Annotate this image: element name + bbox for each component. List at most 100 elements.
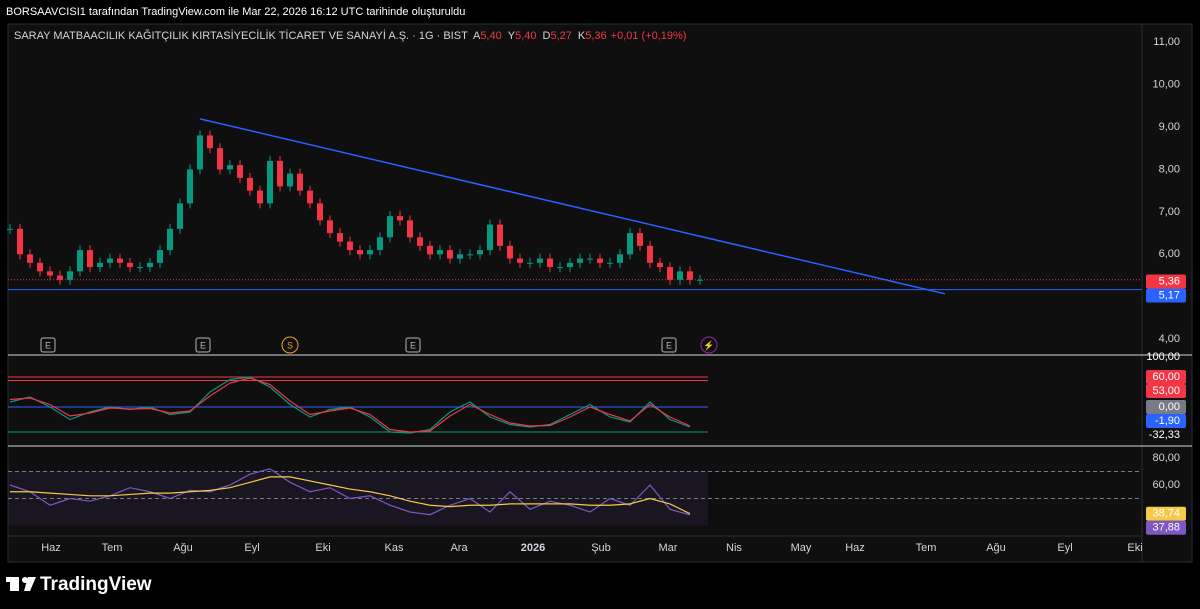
candle-body [7,228,13,230]
candle-body [547,258,553,268]
x-tick-label: Tem [916,542,937,554]
event-marker [661,337,677,353]
x-tick-label: Nis [726,542,742,554]
candle-body [17,228,23,255]
event-marker [281,336,299,354]
event-marker [40,337,56,353]
candle-body [557,267,563,269]
candle-body [217,148,223,170]
event-label: E [45,340,51,350]
candle-body [437,250,443,255]
candle-body [177,203,183,229]
event-label: E [200,340,206,350]
candle-body [667,267,673,280]
candle-body [677,271,683,280]
legend-value: 5,40 [480,30,501,42]
y-tick-label: 60,00 [1152,479,1180,491]
candle-body [537,258,543,263]
event-marker [700,336,718,354]
price-label-box [1146,506,1186,521]
candle-body [357,250,363,255]
x-tick-label: Mar [659,542,678,554]
candle-body [637,233,643,246]
price-label-box [1146,414,1186,428]
x-tick-label: Tem [102,542,123,554]
candle-body [467,254,473,256]
event-marker [405,337,421,353]
legend-key: A [473,30,481,42]
candle-body [197,135,203,170]
y-tick-label: 8,00 [1159,163,1180,175]
candle-body [307,190,313,204]
candle-body [57,275,63,280]
x-tick-label: Ara [450,542,468,554]
legend-key: Y [508,30,516,42]
candle-body [517,258,523,263]
price-label-box [1146,384,1186,398]
price-label: 38,74 [1152,508,1180,520]
candle-body [457,254,463,259]
chart-frame [7,23,1193,563]
y-tick-label: 11,00 [1153,36,1180,48]
price-label: 100,00 [1146,351,1180,363]
candle-body [397,216,403,221]
candle-body [167,228,173,251]
candle-body [507,245,513,259]
price-label: 37,88 [1152,522,1180,534]
candle-body [477,250,483,255]
candle-body [127,262,133,268]
candle-body [47,271,53,276]
y-tick-label: 7,00 [1159,206,1180,218]
y-tick-label: 9,00 [1159,121,1180,133]
price-label: 0,00 [1159,401,1180,413]
event-label: E [666,340,672,350]
brand: TradingView [40,574,152,595]
candle-body [207,135,213,149]
price-label-box [1146,288,1186,303]
price-label: 5,36 [1159,275,1180,287]
legend-value: +0,01 (+0,19%) [611,30,687,42]
caption: BORSAAVCISI1 tarafından TradingView.com … [6,6,465,18]
candle-body [647,245,653,263]
price-label-box [1146,520,1186,535]
x-tick-label: Ağu [986,542,1006,554]
candle-body [337,233,343,242]
y-tick-label: 80,00 [1152,452,1180,464]
candle-body [487,224,493,251]
y-tick-label: 10,00 [1152,78,1180,90]
candle-body [417,237,423,246]
candle-body [37,262,43,272]
candle-body [617,254,623,263]
candle-body [387,216,393,238]
event-label: ⚡ [703,339,714,351]
candle-body [447,250,453,259]
price-label-box [1146,274,1186,289]
x-tick-label: Haz [41,542,61,554]
legend-value: 5,40 [515,30,536,42]
candle-body [67,271,73,280]
candle-body [277,160,283,187]
price-label: 5,17 [1159,289,1180,301]
candle-body [107,258,113,263]
x-tick-label: Kas [385,542,404,554]
x-tick-label: 2026 [521,542,545,554]
legend-title: SARAY MATBAACILIK KAĞITÇILIK KIRTASİYECİ… [14,29,468,42]
candle-body [257,190,263,204]
candle-body [247,177,253,191]
x-tick-label: Ağu [173,542,193,554]
indicator-line [10,476,691,515]
indicator-line [9,468,691,516]
x-tick-label: Şub [591,542,611,554]
candle-body [607,262,613,264]
candle-body [297,173,303,191]
candle-body [427,245,433,255]
candle-body [367,250,373,255]
legend-value: 5,36 [585,30,606,42]
candle-body [97,262,103,268]
legend-value: 5,27 [550,30,571,42]
price-label: 60,00 [1152,371,1180,383]
candle-body [527,262,533,264]
candle-body [577,258,583,263]
candle-body [147,262,153,268]
